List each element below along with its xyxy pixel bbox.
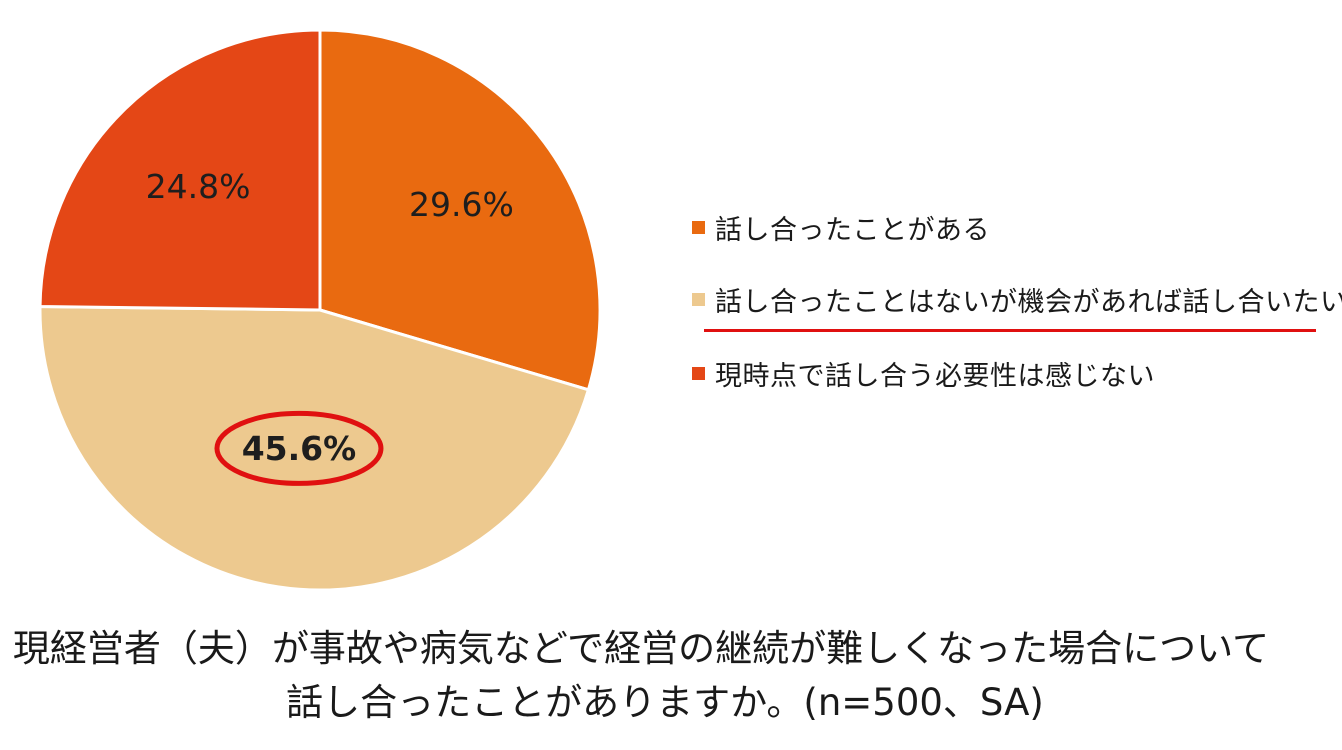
pie-slice-want-to-discuss	[38, 304, 591, 592]
data-label-discussed: 29.6%	[409, 185, 514, 224]
legend-label-discussed: 話し合ったことがある	[715, 215, 990, 246]
data-label-want-to-discuss: 45.6%	[242, 429, 357, 468]
legend-item-want-to-discuss: 話し合ったことはないが機会があれば話し合いたい	[692, 280, 1342, 319]
legend-swatch-want-to-discuss	[692, 293, 705, 306]
highlight-underline	[704, 329, 1316, 332]
legend-item-discussed: 話し合ったことがある	[692, 208, 990, 247]
data-label-not-needed: 24.8%	[146, 167, 251, 206]
caption-line-2: 話し合ったことがありますか。(n=500、SA)	[286, 681, 1044, 724]
legend-label-not-needed: 現時点で話し合う必要性は感じない	[715, 361, 1155, 392]
pie-slice-discussed	[318, 28, 602, 392]
legend-label-want-to-discuss: 話し合ったことはないが機会があれば話し合いたい	[715, 287, 1342, 318]
legend-swatch-discussed	[692, 221, 705, 234]
caption-line-1: 現経営者（夫）が事故や病気などで経営の継続が難しくなった場合について	[12, 627, 1270, 670]
legend-swatch-not-needed	[692, 367, 705, 380]
legend-item-not-needed: 現時点で話し合う必要性は感じない	[692, 354, 1155, 393]
pie-slice-not-needed	[38, 28, 322, 312]
highlight-circle	[214, 410, 384, 486]
